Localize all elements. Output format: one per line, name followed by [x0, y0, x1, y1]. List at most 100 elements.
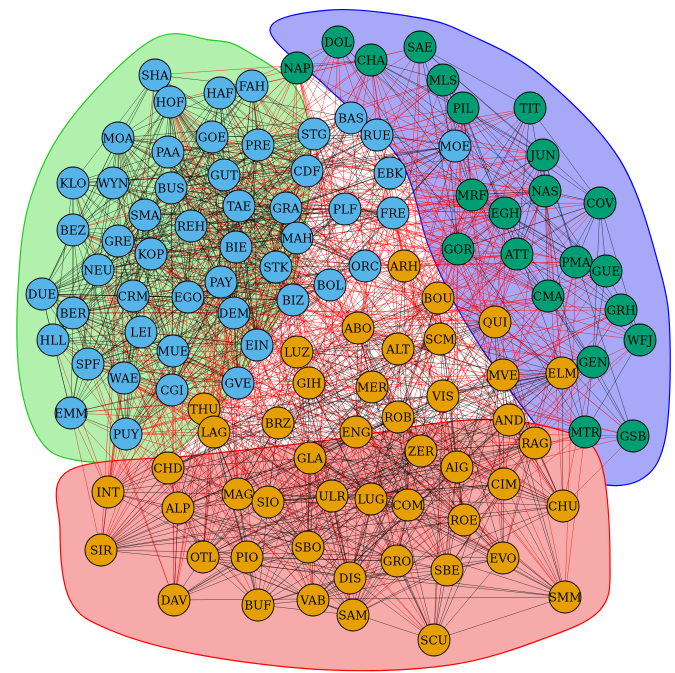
node-label: MAH — [281, 232, 312, 246]
node-circle — [589, 254, 623, 288]
edge — [307, 546, 448, 571]
node-hll: HLL — [36, 323, 70, 357]
edge — [246, 556, 351, 579]
edge — [187, 296, 279, 424]
edge — [457, 248, 549, 297]
node-circle — [96, 166, 130, 200]
node-bou: BOU — [421, 281, 455, 315]
node-eng: ENG — [339, 415, 373, 449]
edge — [123, 344, 258, 379]
edge — [125, 344, 258, 435]
edge — [107, 450, 422, 493]
edge — [87, 363, 409, 506]
node-circle — [56, 166, 90, 200]
edge — [173, 312, 235, 601]
edge — [331, 395, 444, 497]
node-circle — [354, 43, 388, 77]
edge — [502, 261, 577, 559]
edge — [433, 596, 566, 641]
edge — [309, 457, 458, 468]
node-luz: LUZ — [280, 335, 314, 369]
node-elm: ELM — [545, 356, 579, 390]
edge — [312, 498, 372, 601]
edge — [171, 299, 294, 391]
edge — [123, 377, 314, 601]
edge — [213, 386, 373, 433]
edge — [277, 422, 465, 521]
node-evo: EVO — [486, 541, 520, 575]
edge — [344, 208, 506, 214]
edge — [463, 505, 564, 521]
edge — [132, 295, 258, 346]
edge — [256, 295, 549, 346]
node-label: SAM — [338, 609, 367, 623]
node-mrf: MRF — [455, 178, 489, 212]
node-gih: GIH — [292, 366, 326, 400]
node-label: MLS — [429, 74, 457, 88]
edge — [352, 569, 448, 616]
edge — [97, 269, 222, 283]
edge — [123, 299, 294, 379]
node-circle — [328, 192, 362, 226]
node-ulr: ULR — [315, 479, 349, 513]
edge — [251, 85, 308, 172]
edge — [370, 59, 464, 109]
node-cdf: CDF — [290, 154, 324, 188]
edge — [41, 266, 277, 295]
node-label: GRE — [104, 235, 131, 249]
edge — [177, 265, 405, 509]
node-label: BRZ — [265, 417, 291, 431]
node-label: CHU — [548, 500, 578, 514]
node-circle — [559, 245, 593, 279]
edge — [307, 416, 399, 548]
edge — [237, 327, 359, 495]
edge — [213, 431, 422, 452]
node-circle — [455, 178, 489, 212]
node-label: GLA — [297, 452, 324, 466]
node-otl: OTL — [186, 540, 220, 574]
node-circle — [56, 213, 90, 247]
node-label: SCU — [420, 634, 448, 648]
node-circle — [354, 482, 388, 516]
node-circle — [380, 544, 414, 578]
node-label: WFJ — [627, 334, 653, 348]
edge — [433, 466, 458, 641]
edge — [246, 556, 398, 562]
edge — [277, 416, 399, 424]
node-circle — [513, 91, 547, 125]
edge — [462, 107, 518, 255]
node-circle — [381, 400, 415, 434]
node-label: ZER — [408, 445, 435, 459]
node-circle — [54, 396, 88, 430]
node-circle — [36, 323, 70, 357]
edge — [296, 351, 311, 459]
node-circle — [84, 533, 118, 567]
edge — [355, 431, 465, 521]
node-dis: DIS — [333, 561, 367, 595]
node-puy: PUY — [109, 417, 143, 451]
edge — [508, 270, 607, 421]
node-mtr: MTR — [568, 415, 602, 449]
node-circle — [71, 347, 105, 381]
node-circle — [25, 277, 59, 311]
node-circle — [568, 415, 602, 449]
node-label: ATT — [504, 248, 529, 262]
edge — [187, 144, 259, 298]
edge — [397, 416, 536, 444]
node-circle — [235, 69, 269, 103]
node-gra: GRA — [269, 191, 303, 225]
edge — [357, 327, 422, 452]
node-label: GIH — [297, 377, 322, 391]
node-label: NAS — [531, 185, 558, 199]
edge — [172, 350, 357, 433]
node-label: BUF — [244, 599, 271, 613]
node-label: BAS — [338, 112, 364, 126]
edge — [70, 412, 102, 551]
edge — [70, 269, 99, 414]
node-label: VIS — [431, 390, 454, 404]
node-label: STK — [263, 261, 289, 275]
node-circle — [116, 279, 150, 313]
node-mue: MUE — [156, 334, 190, 368]
node-label: AND — [494, 414, 524, 428]
edge — [97, 269, 235, 314]
